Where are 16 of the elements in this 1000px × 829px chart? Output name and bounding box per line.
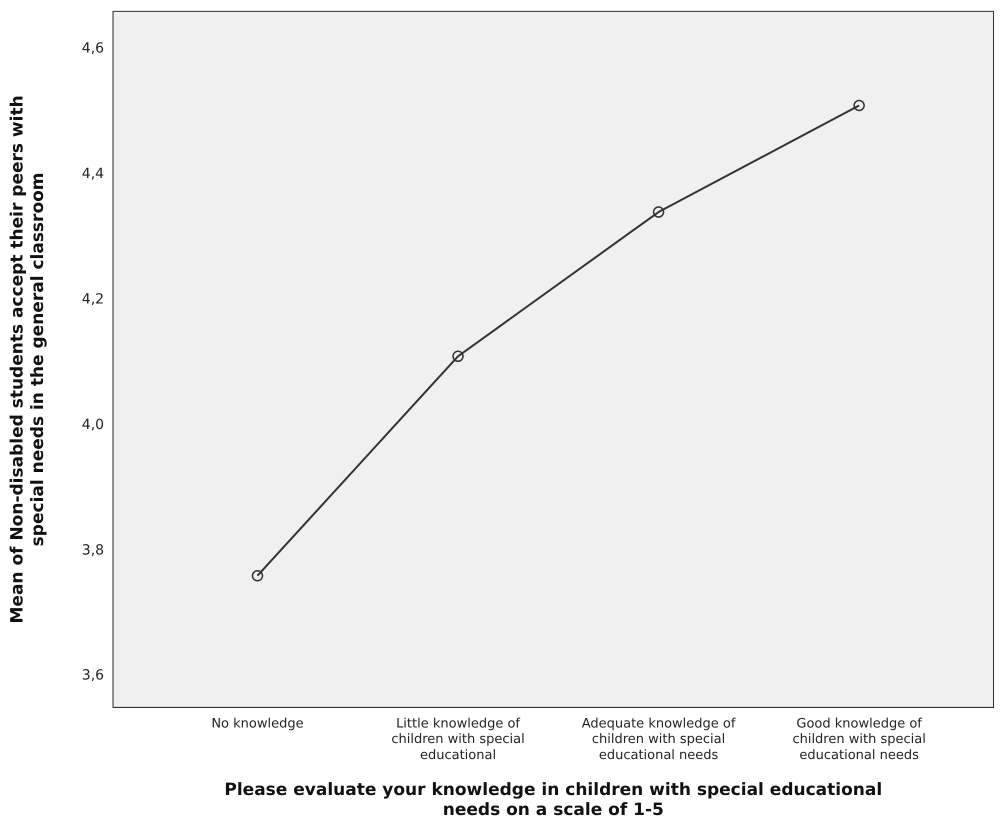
- point: [853, 100, 865, 112]
- y-tick-label: 3,8: [82, 542, 104, 558]
- y-tick-label: 4,6: [82, 40, 104, 57]
- x-axis-title: Please evaluate your knowledge in children with special educational needs on a scale of 1-5: [224, 780, 882, 820]
- point: [652, 206, 664, 218]
- x-tick-label: Little knowledge of children with special educational: [391, 716, 525, 763]
- point: [252, 570, 264, 582]
- point: [452, 350, 464, 362]
- x-tick-label: No knowledge: [211, 716, 304, 732]
- x-tick-label: Good knowledge of children with special educational needs: [792, 716, 926, 763]
- y-tick-label: 3,6: [82, 668, 104, 684]
- y-tick-label: 4,2: [82, 291, 104, 308]
- y-axis-title: Mean of Non-disabled students accept their peers with special needs in the general classroom: [8, 95, 48, 624]
- y-tick-label: 4,4: [82, 166, 104, 182]
- y-tick-label: 4,0: [82, 416, 104, 433]
- x-tick-label: Adequate knowledge of children with special educational needs: [582, 716, 736, 763]
